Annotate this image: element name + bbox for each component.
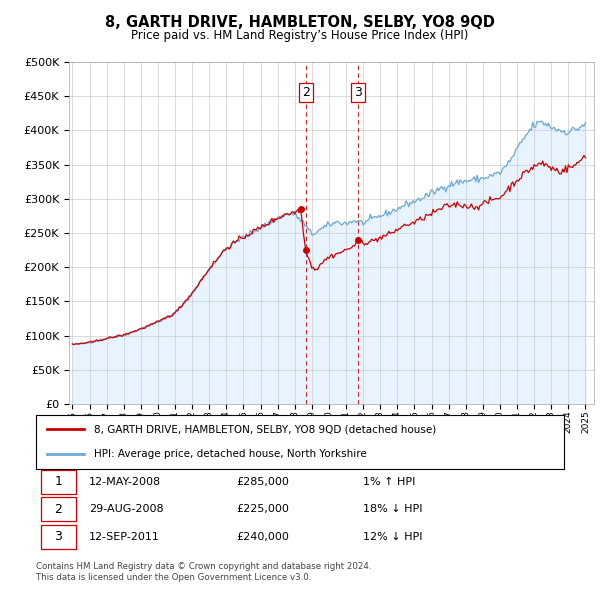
FancyBboxPatch shape — [41, 525, 76, 549]
Text: £240,000: £240,000 — [236, 532, 290, 542]
Text: 12% ↓ HPI: 12% ↓ HPI — [364, 532, 423, 542]
Text: 3: 3 — [354, 86, 362, 99]
Text: 2: 2 — [302, 86, 310, 99]
Text: Price paid vs. HM Land Registry’s House Price Index (HPI): Price paid vs. HM Land Registry’s House … — [131, 30, 469, 42]
Text: 8, GARTH DRIVE, HAMBLETON, SELBY, YO8 9QD: 8, GARTH DRIVE, HAMBLETON, SELBY, YO8 9Q… — [105, 15, 495, 30]
Text: 3: 3 — [55, 530, 62, 543]
Text: 29-AUG-2008: 29-AUG-2008 — [89, 504, 163, 514]
Text: HPI: Average price, detached house, North Yorkshire: HPI: Average price, detached house, Nort… — [94, 450, 367, 460]
Text: 8, GARTH DRIVE, HAMBLETON, SELBY, YO8 9QD (detached house): 8, GARTH DRIVE, HAMBLETON, SELBY, YO8 9Q… — [94, 424, 436, 434]
Text: £285,000: £285,000 — [236, 477, 290, 487]
Text: 1% ↑ HPI: 1% ↑ HPI — [364, 477, 416, 487]
Text: 2: 2 — [55, 503, 62, 516]
Text: 12-SEP-2011: 12-SEP-2011 — [89, 532, 160, 542]
Text: 18% ↓ HPI: 18% ↓ HPI — [364, 504, 423, 514]
Text: £225,000: £225,000 — [236, 504, 290, 514]
Text: Contains HM Land Registry data © Crown copyright and database right 2024.: Contains HM Land Registry data © Crown c… — [36, 562, 371, 571]
FancyBboxPatch shape — [41, 497, 76, 521]
FancyBboxPatch shape — [41, 470, 76, 494]
FancyBboxPatch shape — [36, 415, 564, 469]
Text: 12-MAY-2008: 12-MAY-2008 — [89, 477, 161, 487]
Text: This data is licensed under the Open Government Licence v3.0.: This data is licensed under the Open Gov… — [36, 573, 311, 582]
Text: 1: 1 — [55, 476, 62, 489]
